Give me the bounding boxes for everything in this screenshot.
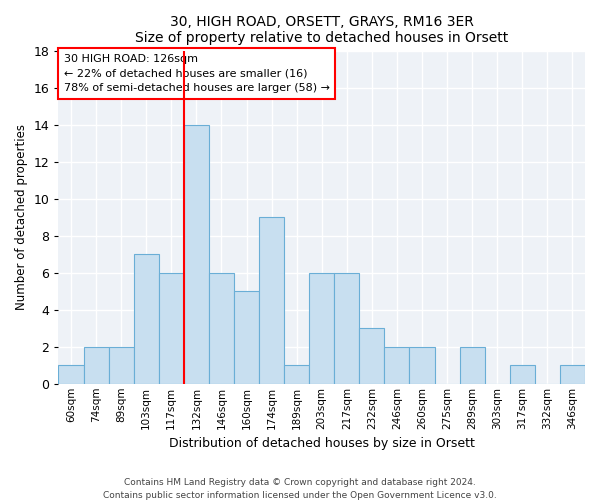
Text: Contains HM Land Registry data © Crown copyright and database right 2024.
Contai: Contains HM Land Registry data © Crown c…: [103, 478, 497, 500]
Bar: [560, 366, 585, 384]
Bar: [83, 346, 109, 384]
Bar: [284, 366, 309, 384]
Bar: [159, 272, 184, 384]
Bar: [209, 272, 234, 384]
Bar: [259, 217, 284, 384]
Bar: [460, 346, 485, 384]
Y-axis label: Number of detached properties: Number of detached properties: [15, 124, 28, 310]
Bar: [334, 272, 359, 384]
Bar: [109, 346, 134, 384]
Bar: [134, 254, 159, 384]
Bar: [58, 366, 83, 384]
Title: 30, HIGH ROAD, ORSETT, GRAYS, RM16 3ER
Size of property relative to detached hou: 30, HIGH ROAD, ORSETT, GRAYS, RM16 3ER S…: [135, 15, 508, 45]
Bar: [359, 328, 385, 384]
Bar: [510, 366, 535, 384]
Bar: [409, 346, 434, 384]
Text: 30 HIGH ROAD: 126sqm
← 22% of detached houses are smaller (16)
78% of semi-detac: 30 HIGH ROAD: 126sqm ← 22% of detached h…: [64, 54, 330, 94]
Bar: [385, 346, 409, 384]
Bar: [234, 291, 259, 384]
X-axis label: Distribution of detached houses by size in Orsett: Distribution of detached houses by size …: [169, 437, 475, 450]
Bar: [309, 272, 334, 384]
Bar: [184, 124, 209, 384]
